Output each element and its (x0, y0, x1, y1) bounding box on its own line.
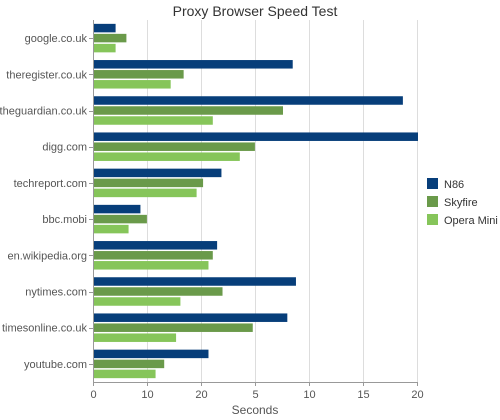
x-tick-label: 5 (252, 389, 258, 401)
category-label: youtube.com (24, 359, 87, 371)
bar-skyfire (94, 33, 127, 43)
bar-n86 (94, 349, 209, 359)
bar-n86 (94, 241, 218, 250)
x-tick-label: 0 (90, 389, 96, 401)
bar-opera-mini (94, 261, 209, 270)
x-tick-label: 20 (411, 389, 423, 401)
category-label: techreport.com (14, 178, 87, 190)
x-tick-label: 10 (141, 389, 153, 401)
bar-n86 (94, 168, 222, 178)
bar-opera-mini (94, 188, 197, 198)
bar-skyfire (94, 323, 253, 332)
bar-opera-mini (94, 43, 116, 53)
bar-n86 (94, 23, 116, 33)
bar-opera-mini (94, 80, 171, 89)
category-label: bbc.mobi (42, 214, 87, 226)
bar-opera-mini (94, 333, 177, 342)
bar-opera-mini (94, 116, 213, 125)
legend-swatch (427, 178, 438, 189)
bar-skyfire (94, 251, 213, 260)
category-label: en.wikipedia.org (8, 250, 88, 262)
bar-n86 (94, 313, 288, 322)
x-tick-label: 20 (195, 389, 207, 401)
legend-label: Opera Mini (444, 215, 498, 227)
x-axis-title: Seconds (232, 403, 279, 417)
bar-opera-mini (94, 152, 240, 161)
bar-skyfire (94, 287, 223, 296)
category-label: timesonline.co.uk (2, 323, 87, 335)
legend-label: N86 (444, 179, 464, 191)
bar-skyfire (94, 142, 255, 151)
bar-opera-mini (94, 369, 156, 379)
bar-n86 (94, 96, 403, 105)
category-label: google.co.uk (25, 33, 88, 45)
legend-swatch (427, 214, 438, 225)
bars-layer (94, 23, 418, 379)
bar-skyfire (94, 214, 147, 224)
legend-label: Skyfire (444, 197, 478, 209)
axis-layer: 0 10 20 5 10 15 20 google.co.uk theregister.co.u… (0, 20, 424, 401)
x-tick-label: 15 (357, 389, 369, 401)
bar-skyfire (94, 70, 184, 79)
bar-skyfire (94, 178, 204, 188)
x-tick-label: 10 (303, 389, 315, 401)
bar-skyfire (94, 359, 165, 369)
category-label: digg.com (42, 142, 87, 154)
legend-swatch (427, 196, 438, 207)
bar-n86 (94, 60, 293, 69)
bar-opera-mini (94, 224, 129, 234)
bar-n86 (94, 132, 418, 141)
bar-skyfire (94, 106, 283, 115)
legend: N86 Skyfire Opera Mini (427, 178, 498, 227)
bar-n86 (94, 204, 141, 214)
bar-n86 (94, 277, 296, 286)
bar-opera-mini (94, 297, 181, 306)
category-label: nytimes.com (25, 287, 87, 299)
chart-title: Proxy Browser Speed Test (173, 3, 338, 19)
category-label: theregister.co.uk (6, 69, 87, 81)
category-label: theguardian.co.uk (0, 106, 87, 118)
